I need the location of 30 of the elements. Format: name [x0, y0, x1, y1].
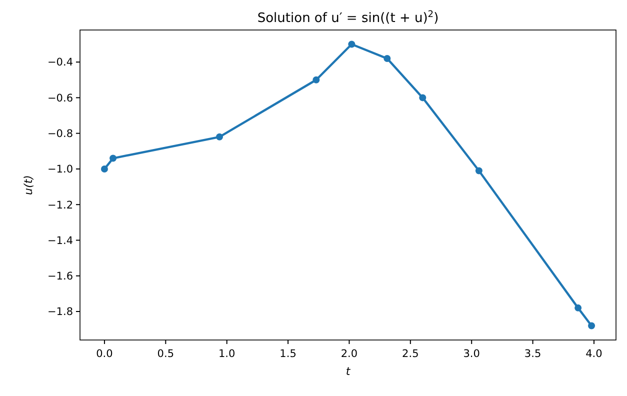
- y-tick-label: −0.6: [48, 92, 74, 104]
- point: [419, 94, 426, 102]
- x-tick-label: 3.5: [524, 348, 542, 360]
- y-tick-label: −1.2: [48, 199, 73, 212]
- y-tick-label: −1.6: [48, 270, 74, 283]
- y-tick-label: −1.4: [48, 234, 74, 247]
- point: [574, 304, 582, 312]
- y-axis-title: u(t): [22, 175, 35, 195]
- y-tick-label: −0.4: [48, 56, 74, 69]
- y-tick-label: −1.8: [48, 306, 73, 318]
- point: [348, 40, 356, 48]
- x-tick-label: 0.0: [96, 348, 113, 360]
- x-tick-label: 0.5: [157, 348, 174, 360]
- point: [384, 55, 391, 62]
- x-tick-label: 4.0: [586, 348, 602, 360]
- x-tick-label: 1.5: [280, 348, 296, 360]
- chart-title: Solution of u′ = sin((t + u)$^{2}$): [257, 10, 439, 26]
- y-tick-label: −1.0: [48, 164, 73, 176]
- point: [110, 154, 117, 162]
- x-tick-label: 1.0: [218, 348, 236, 360]
- x-tick-label: 2.5: [402, 348, 419, 360]
- point: [588, 322, 596, 330]
- y-tick-label: −0.8: [48, 128, 73, 140]
- point: [312, 76, 320, 84]
- point: [100, 165, 108, 172]
- point: [475, 167, 482, 174]
- x-tick-label: 3.0: [463, 348, 480, 360]
- x-axis-title: t: [346, 365, 351, 378]
- point: [216, 133, 224, 140]
- x-tick-label: 2.0: [340, 348, 358, 360]
